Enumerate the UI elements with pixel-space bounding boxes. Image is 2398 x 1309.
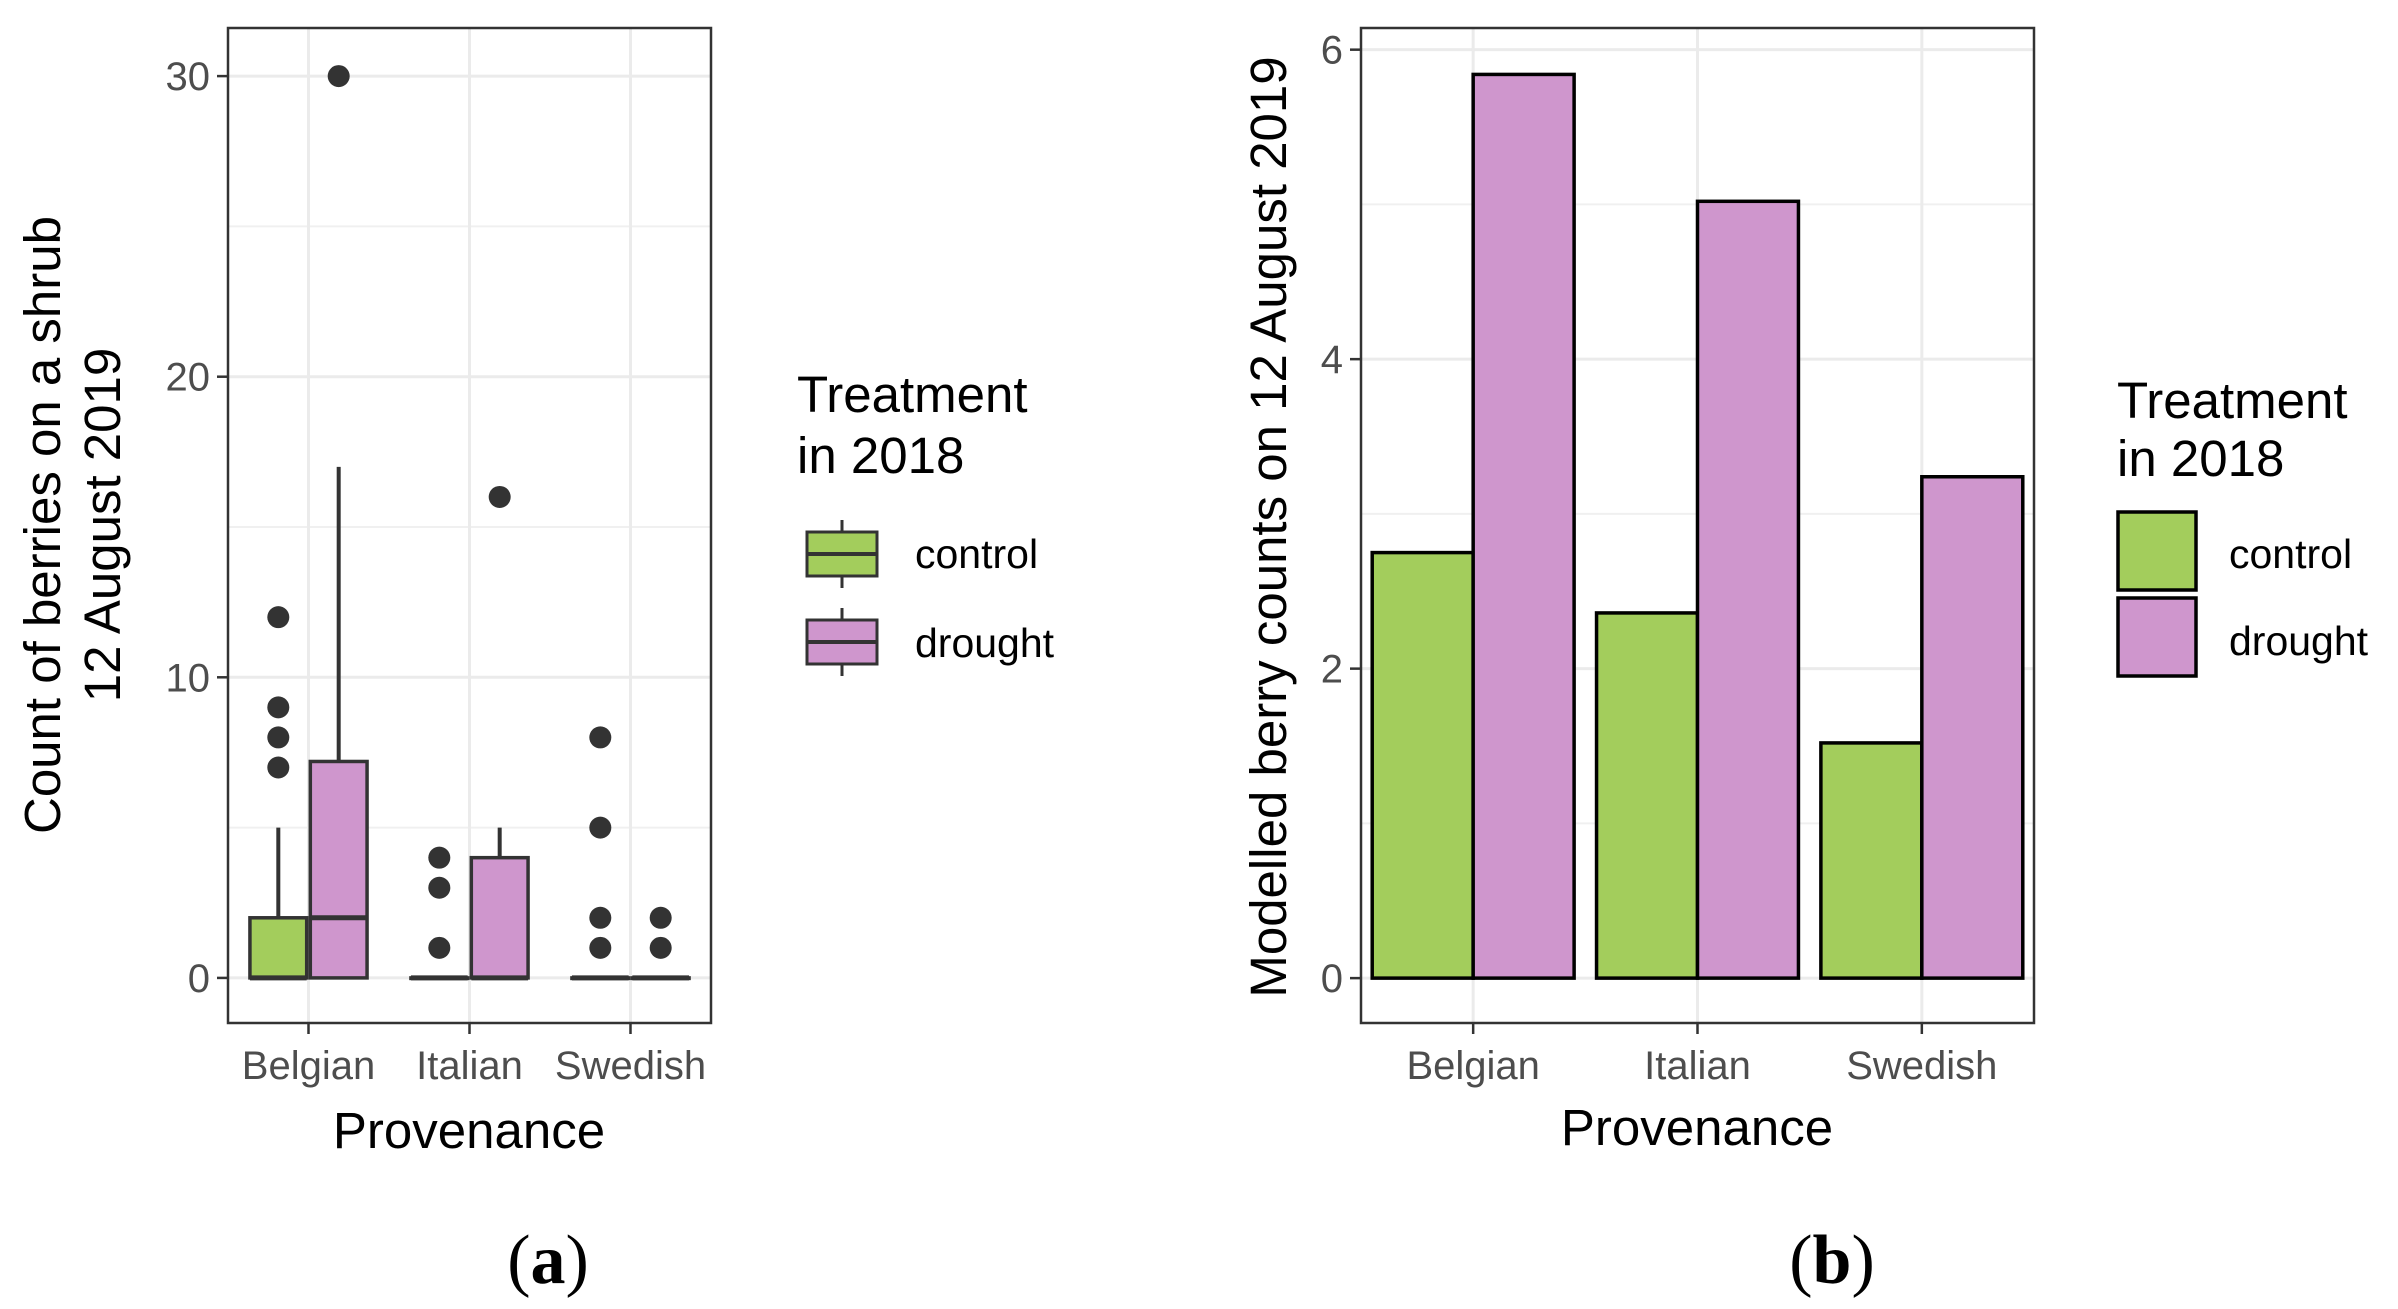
axis-ticks: 0 2 4 6 Belgian Italian Swedish: [1321, 29, 1998, 1088]
box-control-italian: [409, 846, 470, 981]
box-drought-italian: [469, 485, 530, 981]
outlier-point: [488, 485, 511, 508]
legend-label-control: control: [2229, 531, 2352, 577]
box-body: [308, 759, 369, 980]
legend-label-drought: drought: [2229, 618, 2369, 664]
legend-title-line-1: Treatment: [2117, 372, 2348, 429]
x-tick-label: Swedish: [1846, 1044, 1997, 1088]
x-tick-label: Belgian: [242, 1044, 375, 1088]
outlier-point: [428, 876, 451, 899]
y-tick-label: 10: [166, 656, 211, 700]
bar-control-italian: [1594, 611, 1700, 980]
box-drought-belgian: [308, 65, 369, 980]
bar-drought-swedish: [1920, 475, 2025, 980]
outlier-point: [327, 65, 350, 88]
y-tick-label: 6: [1321, 29, 1343, 73]
outlier-point: [267, 726, 290, 749]
outlier-point: [649, 906, 672, 929]
x-tick-label: Italian: [1644, 1044, 1751, 1088]
boxes: [248, 65, 691, 981]
outlier-point: [267, 756, 290, 779]
outlier-point: [589, 726, 612, 749]
y-tick-label: 0: [188, 957, 210, 1001]
grid: [228, 28, 711, 1023]
outlier-point: [589, 906, 612, 929]
legend-swatch-drought: [2116, 596, 2198, 678]
legend: Treatment in 2018 control drought: [2116, 372, 2369, 678]
y-axis-title: Count of berries on a shrub 12 August 20…: [14, 216, 131, 834]
y-axis-title: Modelled berry counts on 12 August 2019: [1240, 56, 1297, 997]
outlier-point: [589, 816, 612, 839]
y-tick-label: 20: [166, 356, 211, 400]
outlier-point: [267, 606, 290, 629]
bar-control-belgian: [1370, 550, 1475, 980]
legend-key-control: [805, 520, 879, 588]
x-tick-label: Italian: [416, 1044, 523, 1088]
bar-drought-belgian: [1471, 72, 1576, 980]
bar-drought-italian: [1695, 199, 1801, 980]
legend-title-line-1: Treatment: [797, 366, 1028, 423]
box-body: [248, 916, 309, 980]
x-tick-label: Belgian: [1406, 1044, 1539, 1088]
y-tick-label: 0: [1321, 957, 1343, 1001]
outlier-point: [649, 936, 672, 959]
legend-swatch-control: [2116, 510, 2198, 592]
box-control-belgian: [248, 606, 309, 981]
legend: Treatment in 2018 control drought: [797, 366, 1055, 676]
outlier-point: [267, 696, 290, 719]
legend-label-control: control: [915, 531, 1038, 577]
outlier-point: [428, 936, 451, 959]
panel-label-b: (b): [1789, 1222, 1875, 1299]
x-axis-title: Provenance: [333, 1102, 605, 1159]
x-axis-title: Provenance: [1561, 1099, 1833, 1156]
y-tick-label: 4: [1321, 338, 1343, 382]
bars: [1370, 72, 2025, 980]
legend-title-line-2: in 2018: [2117, 430, 2284, 487]
legend-key-drought: [805, 608, 879, 676]
legend-title-line-2: in 2018: [797, 427, 964, 484]
panel-label-a: (a): [507, 1222, 589, 1299]
panel-b-barchart: 0 2 4 6 Belgian Italian Swedish Modelled berry…: [1240, 26, 2369, 1299]
outlier-point: [589, 936, 612, 959]
panel-a-boxplot: 0 10 20 30 Belgian Italian Swedish Count of be…: [14, 26, 1055, 1299]
bar-control-swedish: [1819, 741, 1924, 980]
y-tick-label: 30: [166, 55, 211, 99]
y-tick-label: 2: [1321, 648, 1343, 692]
x-tick-label: Swedish: [555, 1044, 706, 1088]
axis-ticks: 0 10 20 30 Belgian Italian Swedish: [166, 55, 707, 1088]
box-body: [469, 855, 530, 980]
y-axis-title-line-2: 12 August 2019: [74, 348, 131, 703]
outlier-point: [428, 846, 451, 869]
box-drought-swedish: [630, 906, 691, 981]
legend-label-drought: drought: [915, 620, 1055, 666]
y-axis-title-line-1: Count of berries on a shrub: [14, 216, 71, 834]
box-control-swedish: [570, 726, 631, 981]
